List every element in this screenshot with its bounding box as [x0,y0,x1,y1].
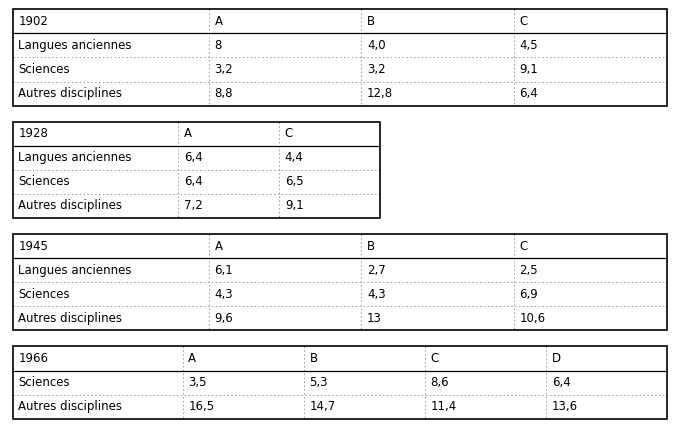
Text: Sciences: Sciences [18,288,70,301]
Text: Langues anciennes: Langues anciennes [18,151,132,164]
Text: 16,5: 16,5 [188,400,214,413]
Text: Langues anciennes: Langues anciennes [18,39,132,52]
Text: 6,4: 6,4 [183,176,202,188]
Text: 8,6: 8,6 [430,376,449,389]
Text: C: C [519,240,528,252]
Text: C: C [285,127,293,140]
Text: 1902: 1902 [18,15,48,28]
Text: Sciences: Sciences [18,176,70,188]
Text: A: A [215,240,223,252]
Text: B: B [367,15,375,28]
Text: 4,3: 4,3 [367,288,386,301]
Text: 1928: 1928 [18,127,48,140]
Text: Sciences: Sciences [18,63,70,76]
Text: 9,1: 9,1 [519,63,538,76]
Bar [13,346,667,419]
Text: 4,4: 4,4 [285,151,304,164]
Text: 6,4: 6,4 [519,87,538,100]
Text: 7,2: 7,2 [183,199,202,212]
Text: B: B [309,352,318,365]
Text: 14,7: 14,7 [309,400,336,413]
Text: 10,6: 10,6 [519,312,546,325]
Bar [13,122,380,218]
Bar [13,9,667,105]
Text: 6,5: 6,5 [285,176,304,188]
Text: Autres disciplines: Autres disciplines [18,199,122,212]
Text: B: B [367,240,375,252]
Bar [13,234,667,330]
Text: 12,8: 12,8 [367,87,393,100]
Text: 2,5: 2,5 [519,264,538,277]
Text: 9,1: 9,1 [285,199,304,212]
Text: D: D [552,352,561,365]
Text: 1966: 1966 [18,352,48,365]
Text: 3,2: 3,2 [367,63,386,76]
Text: Autres disciplines: Autres disciplines [18,400,122,413]
Text: Autres disciplines: Autres disciplines [18,87,122,100]
Text: 4,3: 4,3 [215,288,233,301]
Text: 2,7: 2,7 [367,264,386,277]
Text: 5,3: 5,3 [309,376,328,389]
Text: 6,1: 6,1 [215,264,233,277]
Text: A: A [215,15,223,28]
Text: 1945: 1945 [18,240,48,252]
Text: 6,4: 6,4 [552,376,570,389]
Text: 11,4: 11,4 [430,400,457,413]
Text: C: C [519,15,528,28]
Text: 8: 8 [215,39,222,52]
Text: 3,5: 3,5 [188,376,207,389]
Text: 9,6: 9,6 [215,312,233,325]
Text: 13: 13 [367,312,382,325]
Text: A: A [188,352,197,365]
Text: 3,2: 3,2 [215,63,233,76]
Text: 13,6: 13,6 [552,400,578,413]
Text: 6,4: 6,4 [183,151,202,164]
Text: 8,8: 8,8 [215,87,233,100]
Text: Autres disciplines: Autres disciplines [18,312,122,325]
Text: 6,9: 6,9 [519,288,538,301]
Text: 4,0: 4,0 [367,39,386,52]
Text: A: A [183,127,192,140]
Text: Langues anciennes: Langues anciennes [18,264,132,277]
Text: C: C [430,352,439,365]
Text: 4,5: 4,5 [519,39,538,52]
Text: Sciences: Sciences [18,376,70,389]
